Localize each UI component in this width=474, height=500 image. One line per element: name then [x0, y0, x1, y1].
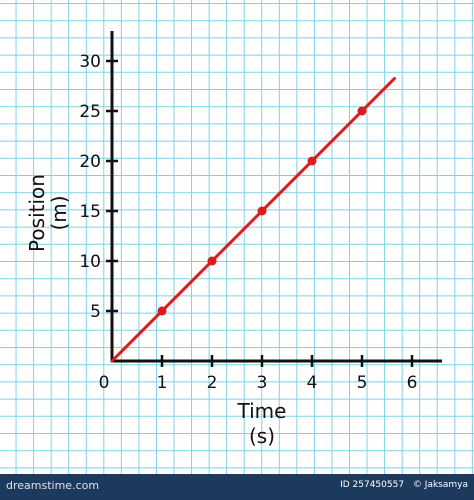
x-tick-label: 1	[157, 373, 168, 393]
ticks: 0 1 2 3 4 5 6 5 10 15 20 25 30	[79, 52, 417, 393]
y-tick-label: 20	[79, 152, 101, 172]
x-tick-label: 3	[257, 373, 268, 393]
x-axis-unit: (s)	[249, 424, 275, 448]
x-tick-label: 0	[99, 373, 110, 393]
axes	[110, 31, 442, 363]
data-point	[357, 106, 367, 116]
y-tick-label: 5	[90, 302, 101, 322]
x-tick-label: 5	[357, 373, 368, 393]
axis-titles: Time (s) Position (m)	[25, 174, 286, 448]
grid	[0, 0, 474, 474]
data-point	[157, 306, 167, 316]
y-axis-unit: (m)	[47, 195, 71, 230]
data-point	[257, 206, 267, 216]
data-point	[307, 156, 317, 166]
footer-credit: ID 257450557 © Jaksamya	[334, 480, 468, 490]
y-tick-label: 25	[79, 102, 101, 122]
data-point	[207, 256, 217, 266]
y-axis-title: Position	[25, 174, 49, 252]
x-tick-label: 4	[307, 373, 318, 393]
data-points	[157, 106, 367, 316]
footer-site-text: dreamstime.com	[6, 479, 100, 492]
footer-id: ID 257450557	[340, 480, 405, 490]
x-tick-label: 2	[207, 373, 218, 393]
y-tick-label: 30	[79, 52, 101, 72]
x-axis-title: Time	[237, 399, 287, 423]
position-time-chart: 0 1 2 3 4 5 6 5 10 15 20 25 30 Time (s) Position (m)	[0, 0, 474, 474]
footer-author: © Jaksamya	[412, 480, 468, 490]
y-tick-label: 10	[79, 252, 101, 272]
x-tick-label: 6	[407, 373, 418, 393]
y-tick-label: 15	[79, 202, 101, 222]
footer-bar: dreamstime.com ID 257450557 © Jaksamya	[0, 474, 474, 500]
